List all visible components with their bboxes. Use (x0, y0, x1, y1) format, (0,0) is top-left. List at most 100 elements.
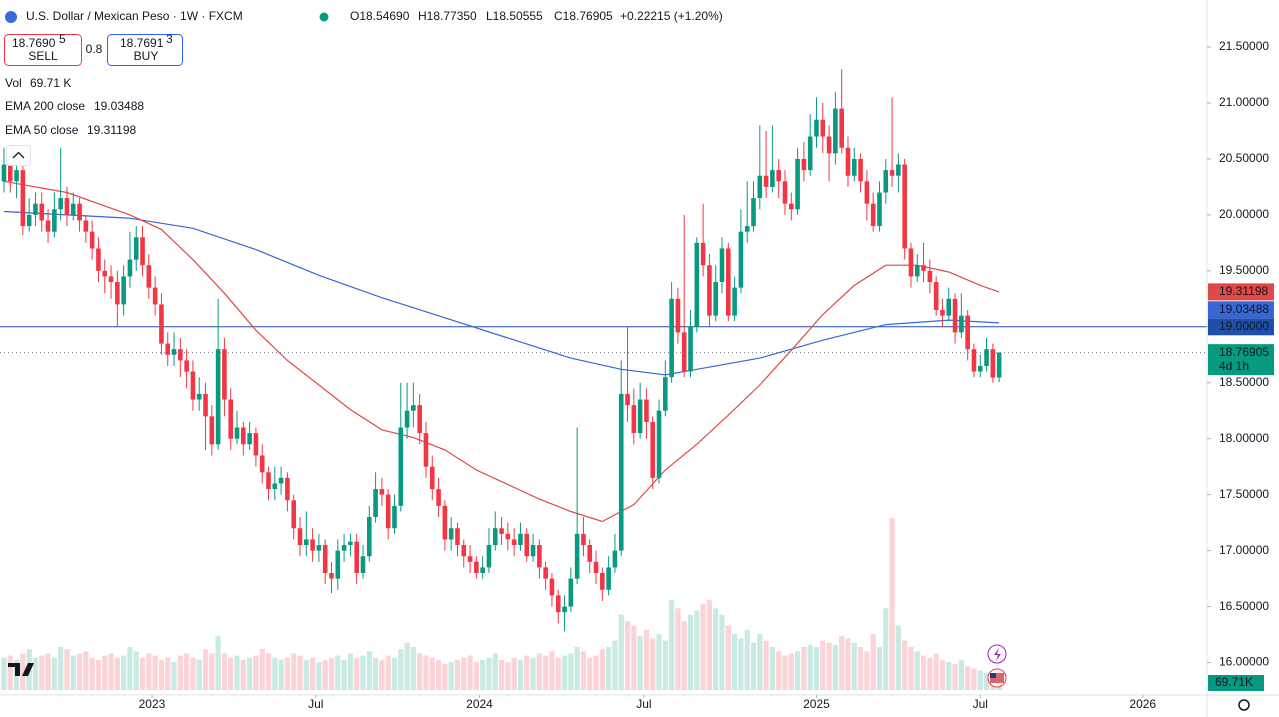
volume-bar (675, 608, 681, 690)
volume-bar (32, 657, 39, 690)
volume-bar (524, 655, 530, 690)
sell-pip: 5 (59, 32, 66, 46)
volume-bar (442, 664, 448, 690)
candle-body (801, 158, 807, 171)
volume-bar (933, 653, 939, 690)
candle-body (215, 349, 221, 445)
countdown: 4d 1h (1219, 359, 1249, 373)
candle-body (562, 606, 567, 613)
candle-body (921, 265, 926, 271)
volume-bar (555, 657, 561, 690)
volume-bar (354, 657, 360, 690)
volume-bar (215, 636, 221, 690)
candle-body (341, 545, 347, 551)
collapse-button[interactable] (6, 145, 31, 166)
volume-bar (643, 629, 650, 690)
candle-body (228, 399, 234, 439)
candle-body (593, 561, 599, 574)
volume-bar (209, 653, 215, 690)
candle-body (883, 170, 889, 193)
sell-button[interactable] (4, 34, 82, 66)
candle-body (96, 248, 101, 271)
volume-bar (328, 657, 335, 690)
candle-body (568, 578, 574, 607)
volume-bar (637, 636, 643, 690)
x-tick-label: 2024 (466, 697, 493, 711)
candle-body (304, 539, 309, 546)
volume-bar (341, 659, 347, 690)
volume-bar (265, 653, 272, 690)
volume-bar (322, 659, 328, 690)
candle-body (751, 198, 756, 227)
volume-bar (832, 644, 838, 690)
volume-bar (480, 659, 486, 690)
volume-bar (417, 653, 423, 690)
candle-body (688, 326, 693, 372)
y-tick-label: 16.50000 (1219, 599, 1269, 613)
candle-body (259, 455, 265, 473)
y-tick-label: 20.50000 (1219, 151, 1269, 165)
candle-body (574, 533, 580, 579)
candle-body (20, 170, 26, 227)
volume-bar (95, 659, 102, 690)
volume-bar (750, 642, 757, 690)
candle-body (423, 433, 429, 467)
settings-icon[interactable] (1238, 699, 1250, 711)
ohlc-low: L18.50555 (486, 9, 543, 23)
ohlc-open: O18.54690 (350, 9, 410, 23)
volume-bar (656, 634, 662, 690)
candle-body (669, 298, 674, 378)
volume-bar (70, 655, 76, 690)
volume-bar (247, 657, 253, 690)
candle-body (461, 545, 467, 557)
candle-body (234, 427, 240, 439)
buy-button[interactable] (107, 34, 183, 66)
volume-bar (662, 640, 668, 690)
volume-bar (360, 655, 366, 690)
ema200-legend: EMA 200 close (5, 99, 85, 113)
candle-body (889, 170, 895, 176)
volume-bar (435, 659, 442, 690)
candle-body (845, 147, 851, 176)
candle-body (354, 541, 359, 574)
volume-bar (121, 655, 127, 690)
price-tag (1208, 318, 1274, 336)
volume-bar (744, 629, 750, 690)
volume-bar (952, 664, 958, 690)
candle-body (474, 561, 479, 574)
volume-bar (687, 614, 694, 690)
y-tick-label: 18.00000 (1219, 431, 1269, 445)
volume-bar (561, 655, 568, 690)
candle-body (26, 214, 32, 227)
candle-body (209, 416, 215, 445)
volume-bar (498, 659, 505, 690)
volume-bar (89, 657, 95, 690)
candle-body (663, 377, 668, 411)
candle-body (530, 545, 536, 557)
candle-body (64, 198, 70, 215)
candle-body (814, 119, 819, 137)
candle-body (159, 304, 164, 344)
volume-bar (713, 608, 719, 690)
candle-body (990, 349, 996, 378)
volume-bar (971, 668, 977, 690)
candle-body (732, 287, 737, 316)
volume-bar (794, 651, 801, 690)
ema50-line (3, 180, 1000, 523)
volume-bar (303, 659, 309, 690)
volume-bar (58, 647, 64, 690)
candle-body (7, 164, 13, 182)
volume-bar (946, 662, 952, 690)
volume-bar (732, 634, 738, 690)
volume-bar (845, 638, 851, 690)
volume-bar (1, 657, 7, 690)
volume-bar (776, 651, 782, 690)
candle-body (436, 489, 441, 506)
symbol-icon (5, 11, 17, 23)
candle-body (89, 231, 95, 249)
candle-body (121, 276, 126, 305)
volume-bar (423, 655, 429, 690)
candle-body (196, 393, 202, 400)
volume-bar (857, 647, 864, 690)
